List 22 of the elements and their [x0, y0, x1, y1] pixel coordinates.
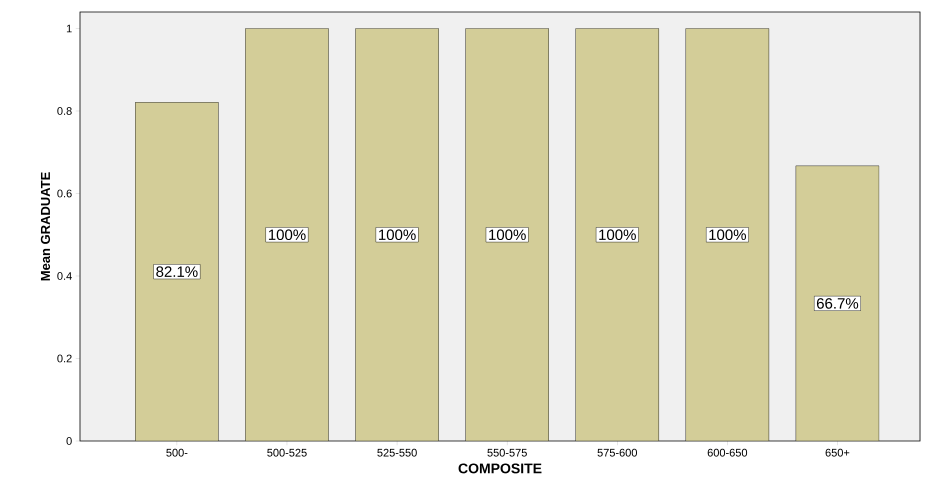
x-axis-title: COMPOSITE	[458, 463, 542, 474]
y-tick-label: 1	[66, 24, 72, 32]
y-tick-label: 0.4	[57, 272, 72, 280]
y-tick-label: 0.8	[57, 107, 72, 115]
data-label: 100%	[599, 229, 636, 240]
y-tick-label: 0	[66, 437, 72, 445]
data-label: 100%	[268, 229, 306, 240]
x-tick-label: 650+	[826, 448, 850, 457]
x-tick-label: 525-550	[377, 448, 417, 457]
x-tick-label: 575-600	[598, 448, 637, 457]
x-tick-label: 600-650	[708, 448, 748, 457]
data-label: 100%	[379, 229, 416, 240]
data-label: 66.7%	[816, 298, 858, 309]
data-label: 82.1%	[156, 266, 198, 277]
y-tick-label: 0.6	[57, 190, 72, 198]
x-tick-label: 500-525	[267, 448, 307, 457]
data-label: 100%	[489, 229, 526, 240]
x-tick-label: 500-	[166, 448, 188, 457]
y-axis-title: Mean GRADUATE	[40, 172, 50, 280]
x-tick-label: 550-575	[487, 448, 527, 457]
data-label: 100%	[709, 229, 746, 240]
y-tick-label: 0.2	[57, 354, 72, 362]
